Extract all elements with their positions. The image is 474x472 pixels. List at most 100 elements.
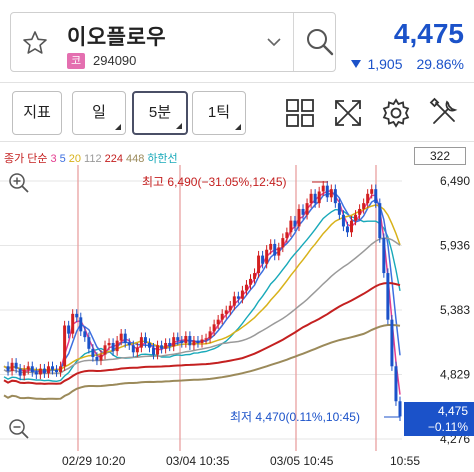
candle-body bbox=[341, 214, 345, 227]
candle-body bbox=[95, 356, 99, 361]
candle-body bbox=[10, 362, 14, 371]
candle-body bbox=[354, 214, 358, 221]
candle-body bbox=[337, 203, 341, 215]
candles bbox=[6, 181, 402, 422]
candle-body bbox=[309, 193, 313, 204]
candle-body bbox=[382, 238, 386, 274]
candle-body bbox=[313, 193, 317, 204]
search-icon[interactable] bbox=[305, 27, 335, 57]
legend-ma-20: 20 bbox=[68, 153, 82, 165]
annotations: 최고 6,490(−31.05%,12:45) 최저 4,470(0.11%,10… bbox=[142, 175, 400, 424]
chevron-down-icon[interactable] bbox=[267, 37, 281, 47]
candle-body bbox=[143, 337, 147, 343]
zoom-out-icon[interactable] bbox=[8, 418, 30, 440]
corner-marker-icon bbox=[176, 123, 182, 129]
candle-body bbox=[156, 345, 160, 355]
period-1tick-label: 1틱 bbox=[207, 104, 231, 121]
stock-search-box[interactable]: 이오플로우 코 294090 bbox=[10, 12, 336, 72]
date-separators bbox=[77, 165, 377, 451]
candle-body bbox=[289, 220, 293, 233]
lower-band-line bbox=[3, 208, 401, 383]
current-price-label: 4,475 bbox=[437, 404, 468, 418]
corner-marker-icon bbox=[115, 124, 121, 130]
period-day-button[interactable]: 일 bbox=[72, 91, 126, 135]
candle-body bbox=[321, 185, 325, 192]
legend-prefix: 종가 단순 bbox=[4, 153, 48, 165]
candle-body bbox=[358, 208, 362, 215]
candle-body bbox=[131, 345, 135, 353]
stock-code: 294090 bbox=[93, 53, 137, 68]
candle-body bbox=[398, 401, 402, 417]
candle-body bbox=[164, 342, 168, 349]
candle-body bbox=[6, 366, 10, 371]
legend-lower-band: 하한선 bbox=[147, 153, 178, 165]
market-badge: 코 bbox=[67, 53, 85, 69]
candle-body bbox=[30, 366, 34, 373]
y-tick-label: 6,490 bbox=[440, 174, 470, 188]
moving-average-lines bbox=[3, 189, 401, 401]
candle-body bbox=[192, 340, 196, 346]
candle-body bbox=[59, 366, 63, 373]
ma-legend[interactable]: 종가 단순 3 5 20 112 224 448 하한선 bbox=[4, 150, 181, 166]
candle-body bbox=[350, 220, 354, 233]
candle-body bbox=[115, 340, 119, 352]
legend-ma-5: 5 bbox=[59, 153, 66, 165]
period-1tick-button[interactable]: 1틱 bbox=[192, 91, 246, 135]
candle-body bbox=[135, 347, 139, 353]
candle-body bbox=[119, 333, 123, 341]
candle-body bbox=[75, 313, 79, 318]
candle-body bbox=[22, 369, 26, 376]
y-tick-label: 5,383 bbox=[440, 303, 470, 317]
candle-body bbox=[220, 313, 224, 320]
candle-body bbox=[269, 243, 273, 250]
candle-count-input[interactable]: 322 bbox=[414, 147, 466, 165]
candle-body bbox=[305, 203, 309, 215]
candle-body bbox=[317, 191, 321, 204]
candle-body bbox=[232, 296, 236, 306]
candle-body bbox=[196, 340, 200, 343]
current-price: 4,475 bbox=[393, 18, 464, 49]
candle-body bbox=[99, 354, 103, 361]
period-5min-label: 5분 bbox=[148, 104, 172, 121]
candle-body bbox=[253, 273, 257, 279]
legend-ma-112: 112 bbox=[84, 153, 102, 165]
down-triangle-icon bbox=[351, 60, 362, 68]
candle-body bbox=[176, 337, 180, 341]
candle-body bbox=[71, 313, 75, 334]
corner-marker-icon bbox=[235, 124, 241, 130]
candle-body bbox=[50, 366, 54, 370]
candle-body bbox=[378, 203, 382, 239]
change-amount: 1,905 bbox=[367, 56, 403, 72]
candle-body bbox=[293, 220, 297, 227]
candle-body bbox=[236, 296, 240, 299]
current-change-label: −0.11% bbox=[427, 420, 468, 434]
settings-gear-icon[interactable] bbox=[380, 97, 412, 129]
expand-icon[interactable] bbox=[332, 97, 364, 129]
change-percent: 29.86% bbox=[416, 56, 464, 72]
candle-body bbox=[248, 278, 252, 285]
favorite-star-icon[interactable] bbox=[21, 29, 49, 57]
candle-body bbox=[83, 331, 87, 338]
candle-body bbox=[204, 338, 208, 340]
ma-line-448 bbox=[3, 324, 401, 401]
candle-body bbox=[297, 208, 301, 227]
candle-body bbox=[224, 310, 228, 314]
candle-body bbox=[180, 340, 184, 343]
chart-toolbar: 지표 일 5분 1틱 bbox=[0, 82, 474, 142]
period-5min-button[interactable]: 5분 bbox=[132, 91, 188, 135]
candle-body bbox=[325, 185, 329, 198]
candle-body bbox=[240, 290, 244, 299]
grid-layout-icon[interactable] bbox=[284, 97, 316, 129]
candle-body bbox=[301, 208, 305, 215]
candle-body bbox=[261, 255, 265, 264]
candle-body bbox=[26, 366, 30, 370]
candle-body bbox=[63, 325, 67, 367]
zoom-in-icon[interactable] bbox=[8, 172, 30, 194]
candle-body bbox=[374, 189, 378, 204]
candle-body bbox=[172, 337, 176, 347]
tools-icon[interactable] bbox=[428, 97, 460, 129]
indicator-button[interactable]: 지표 bbox=[12, 91, 62, 135]
stock-name: 이오플로우 bbox=[67, 26, 167, 49]
candle-body bbox=[147, 342, 151, 348]
